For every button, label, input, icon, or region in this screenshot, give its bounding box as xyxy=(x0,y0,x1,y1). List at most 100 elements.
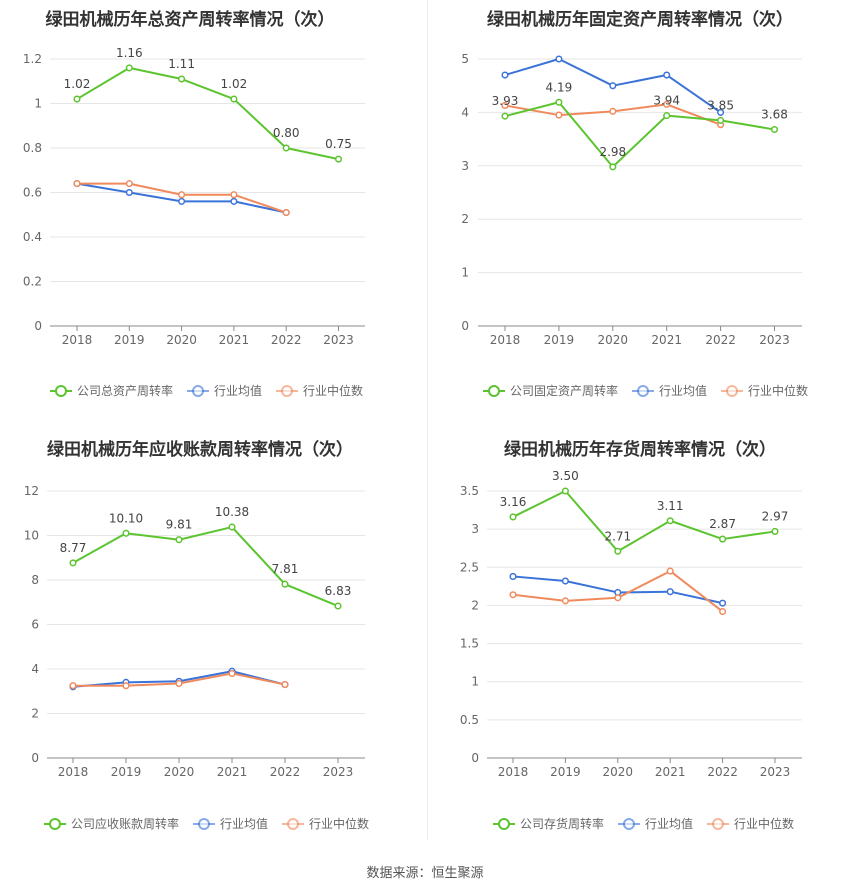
chart-panel-2: 绿田机械历年固定资产周转率情况（次） 0 1 2 3 4 5 2018 2019 2020 2021… xyxy=(461,9,808,398)
data-label: 1.02 xyxy=(64,77,91,91)
data-label: 3.94 xyxy=(653,94,680,108)
data-point-median xyxy=(663,100,671,108)
data-point-median xyxy=(230,191,238,199)
y-tick-label: 2 xyxy=(461,212,469,226)
y-tick-label: 3 xyxy=(461,159,469,173)
data-label: 1.11 xyxy=(168,57,195,71)
data-label: 6.83 xyxy=(325,584,352,598)
chart-title: 绿田机械历年存货周转率情况（次） xyxy=(504,439,776,460)
legend-label: 公司应收账款周转率 xyxy=(71,816,179,831)
data-point-company xyxy=(73,95,81,103)
data-point-median xyxy=(614,594,622,602)
data-point-median xyxy=(561,597,569,605)
data-point-company xyxy=(561,487,569,495)
legend-item-median: 行业中位数 xyxy=(721,383,808,398)
x-tick-label: 2023 xyxy=(760,765,791,779)
legend-label: 行业均值 xyxy=(659,383,707,398)
data-point-median xyxy=(555,111,563,119)
legend-marker xyxy=(726,385,738,397)
data-point-median xyxy=(509,591,517,599)
legend-item-avg: 行业均值 xyxy=(187,383,262,398)
x-tick-label: 2022 xyxy=(705,333,736,347)
data-point-avg xyxy=(666,588,674,596)
y-tick-label: 10 xyxy=(24,529,39,543)
series-line-company xyxy=(512,490,776,553)
data-point-company xyxy=(555,98,563,106)
chart-panel-3: 绿田机械历年应收账款周转率情况（次） 0 2 4 6 8 10 12 2018 2019 2020 2… xyxy=(24,439,369,831)
data-point-company xyxy=(282,144,290,152)
legend-marker xyxy=(488,385,500,397)
x-tick-label: 2022 xyxy=(270,765,301,779)
legend-label: 公司固定资产周转率 xyxy=(510,383,618,398)
y-tick-label: 3 xyxy=(471,522,479,536)
data-point-company xyxy=(228,523,236,531)
x-tick-label: 2021 xyxy=(651,333,682,347)
data-label: 0.75 xyxy=(325,137,352,151)
data-label: 1.16 xyxy=(116,46,143,60)
data-point-company xyxy=(281,580,289,588)
legend-marker xyxy=(198,818,210,830)
data-label: 2.98 xyxy=(599,145,626,159)
series-line-company xyxy=(72,526,339,607)
data-point-median xyxy=(122,682,130,690)
source-name: 恒生聚源 xyxy=(431,866,484,881)
x-tick-label: 2023 xyxy=(759,333,790,347)
data-point-company xyxy=(69,559,77,567)
x-tick-label: 2018 xyxy=(58,765,89,779)
legend-item-company: 公司总资产周转率 xyxy=(50,383,173,398)
x-tick-label: 2020 xyxy=(598,333,629,347)
data-label: 3.85 xyxy=(707,98,734,112)
data-point-avg xyxy=(719,599,727,607)
data-point-company xyxy=(334,602,342,610)
data-label: 3.50 xyxy=(552,469,579,483)
y-tick-label: 0.2 xyxy=(23,275,42,289)
data-point-avg xyxy=(178,197,186,205)
data-label: 7.81 xyxy=(272,562,299,576)
data-point-company xyxy=(717,116,725,124)
data-point-company xyxy=(609,163,617,171)
data-point-avg xyxy=(561,577,569,585)
chart-title: 绿田机械历年总资产周转率情况（次） xyxy=(46,9,335,30)
y-tick-label: 4 xyxy=(461,105,469,119)
legend-item-median: 行业中位数 xyxy=(276,383,363,398)
data-label: 2.97 xyxy=(762,509,789,523)
data-label: 0.80 xyxy=(273,126,300,140)
x-tick-label: 2018 xyxy=(498,765,529,779)
series-line-company xyxy=(76,66,339,161)
x-tick-label: 2022 xyxy=(271,333,302,347)
y-tick-label: 2.5 xyxy=(460,560,479,574)
data-point-median xyxy=(501,101,509,110)
legend-item-avg: 行业均值 xyxy=(618,816,693,831)
y-tick-label: 2 xyxy=(471,598,479,612)
data-point-median xyxy=(125,180,133,188)
data-point-company xyxy=(334,155,343,163)
y-tick-label: 2 xyxy=(31,707,39,721)
y-tick-label: 1.2 xyxy=(23,52,42,66)
data-source-footer: 数据来源：恒生聚源 xyxy=(0,862,850,881)
data-label: 3.11 xyxy=(657,499,684,513)
chart-panel-4: 绿田机械历年存货周转率情况（次） 0 0.5 1 1.5 2 2.5 3 3.5 2018 2019… xyxy=(460,439,802,831)
data-point-avg xyxy=(663,71,671,79)
x-tick-label: 2019 xyxy=(111,765,142,779)
data-point-company xyxy=(770,125,779,134)
data-label: 4.19 xyxy=(546,80,573,94)
x-tick-label: 2018 xyxy=(490,333,521,347)
legend-item-median: 行业中位数 xyxy=(707,816,794,831)
y-tick-label: 1 xyxy=(471,675,479,689)
y-tick-label: 0 xyxy=(471,751,479,765)
x-tick-label: 2023 xyxy=(323,333,354,347)
data-point-avg xyxy=(555,55,563,63)
x-tick-label: 2018 xyxy=(62,333,93,347)
legend-item-median: 行业中位数 xyxy=(282,816,369,831)
data-point-avg xyxy=(509,572,517,580)
chart-title: 绿田机械历年固定资产周转率情况（次） xyxy=(487,9,793,30)
y-tick-label: 0.5 xyxy=(460,713,479,727)
legend-marker xyxy=(287,818,299,830)
data-point-median xyxy=(282,208,290,217)
x-tick-label: 2021 xyxy=(219,333,250,347)
y-tick-label: 4 xyxy=(31,662,39,676)
x-tick-label: 2019 xyxy=(550,765,581,779)
legend-item-avg: 行业均值 xyxy=(632,383,707,398)
y-tick-label: 0.6 xyxy=(23,186,42,200)
y-tick-label: 12 xyxy=(24,484,39,498)
